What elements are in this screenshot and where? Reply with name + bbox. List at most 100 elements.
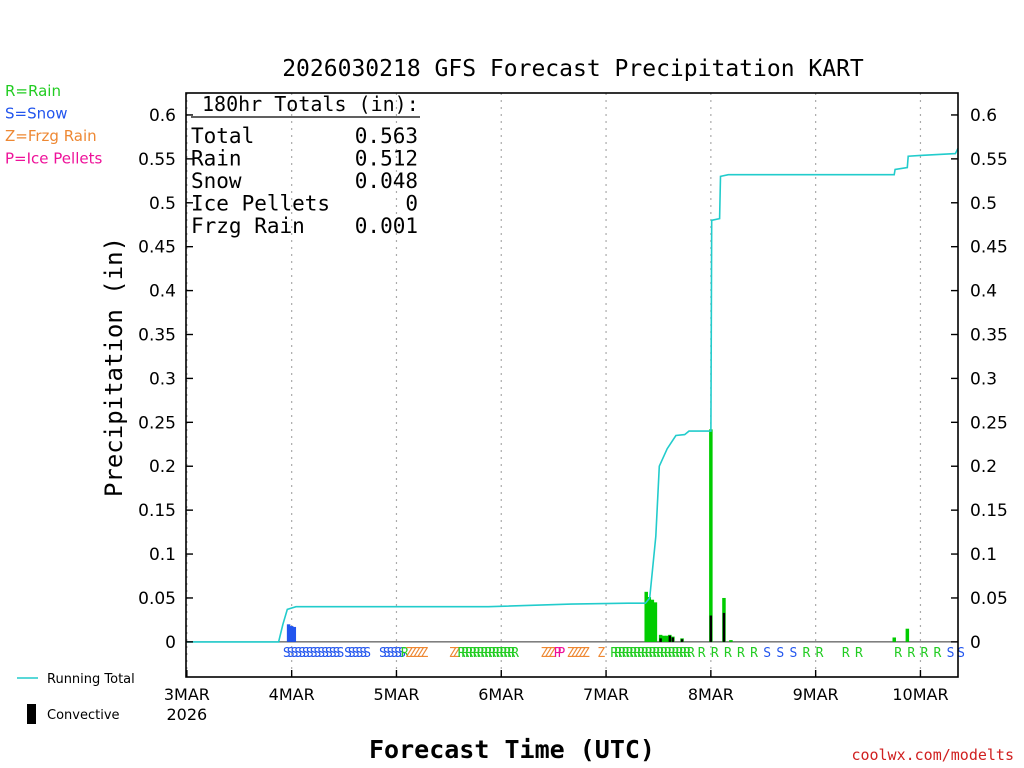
legend-bar-swatch [27, 704, 36, 724]
y-tick-label-right: 0.45 [970, 238, 1008, 258]
x-tick-year-label: 2026 [167, 705, 208, 724]
y-tick-label-left: 0.4 [149, 282, 176, 302]
precip-type-marker: ZZZZZ [567, 646, 590, 661]
running-total-series [186, 147, 959, 643]
y-tick-label-left: 0.35 [138, 326, 176, 346]
convective-bar [722, 612, 726, 642]
precip-type-marker: ZZZZZ [405, 646, 428, 661]
y-tick-label-left: 0.45 [138, 238, 176, 258]
y-tick-label-right: 0.6 [970, 106, 997, 126]
precip-type-marker: R [920, 646, 928, 661]
y-axis-label: Precipitation (in) [100, 237, 128, 497]
y-tick-label-right: 0.05 [970, 589, 1008, 609]
series-legend: Running Total Convective [17, 672, 135, 724]
precip-type-legend: R=Rain S=Snow Z=Frzg Rain P=Ice Pellets [5, 82, 102, 168]
x-tick-label: 10MAR [892, 685, 948, 704]
precip-bar [653, 602, 658, 642]
precip-bar [289, 626, 294, 642]
running-total-line [186, 147, 959, 643]
y-tick-label-left: 0.25 [138, 413, 176, 433]
y-tick-label-right: 0.15 [970, 501, 1008, 521]
convective-bar [709, 615, 713, 642]
y-tick-label-left: 0.6 [149, 106, 176, 126]
precip-bar [647, 597, 652, 642]
precip-bars [286, 429, 910, 642]
precip-type-marker: SSSSSSSSSSSSSSS [283, 646, 344, 661]
totals-row-label: Rain [191, 147, 242, 171]
x-axis-label: Forecast Time (UTC) [369, 735, 655, 764]
convective-bar [680, 639, 684, 642]
precip-type-legend-entry: Z=Frzg Rain [5, 127, 97, 145]
x-tick-label: 8MAR [688, 685, 734, 704]
precip-type-marker: R [907, 646, 915, 661]
x-tick-label: 6MAR [478, 685, 524, 704]
y-tick-label-right: 0.55 [970, 150, 1008, 170]
precip-type-marker: RRRRRRRRRRRRRRR [458, 646, 520, 661]
precip-type-marker: R [724, 646, 732, 661]
precip-type-marker: R [698, 646, 706, 661]
precip-type-legend-entry: P=Ice Pellets [5, 150, 102, 168]
x-tick-label: 9MAR [793, 685, 839, 704]
precip-type-legend-entry: S=Snow [5, 105, 68, 123]
y-tick-label-left: 0 [165, 633, 176, 653]
totals-row-value: 0 [405, 192, 418, 216]
precip-bar [665, 635, 669, 642]
precip-type-marker: R [842, 646, 850, 661]
axes: 0 0 0.05 0.05 0.1 0.1 0.15 0.15 0.2 0.2 0.25 0.25 0.… [138, 106, 1008, 724]
totals-box: 180hr Totals (in): Total 0.563 Rain 0.512 Sno… [191, 92, 420, 238]
precip-bar [709, 429, 713, 642]
totals-row-label: Snow [191, 169, 242, 193]
y-tick-label-right: 0.1 [970, 545, 997, 565]
precip-type-marker: R [737, 646, 745, 661]
convective-bar [668, 635, 672, 642]
x-tick-label: 4MAR [269, 685, 315, 704]
precip-type-marker: SSSSSS [344, 646, 370, 661]
totals-row-value: 0.563 [355, 124, 418, 148]
x-tick-label: 3MAR [164, 685, 210, 704]
precip-type-marker: R [816, 646, 824, 661]
y-tick-label-right: 0.35 [970, 326, 1008, 346]
y-tick-label-left: 0.55 [138, 150, 176, 170]
precip-bar [292, 626, 297, 642]
precip-type-legend-entry: R=Rain [5, 82, 61, 100]
precip-type-marker: S [947, 646, 954, 661]
precip-type-marker: S [789, 646, 796, 661]
precip-bar [905, 628, 910, 642]
totals-row-value: 0.048 [355, 169, 418, 193]
series-legend-label: Running Total [47, 672, 135, 687]
y-tick-label-right: 0 [970, 633, 981, 653]
totals-row-value: 0.001 [355, 214, 418, 238]
precip-type-marker: R [934, 646, 942, 661]
precip-bar [286, 624, 291, 642]
precip-type-marker: R [711, 646, 719, 661]
x-tick-label: 5MAR [373, 685, 419, 704]
convective-bar [659, 638, 662, 642]
precip-type-marker: R [750, 646, 758, 661]
precip-type-marker: Z [597, 646, 605, 661]
chart-title: 2026030218 GFS Forecast Precipitation KA… [282, 56, 864, 82]
precip-bar [729, 640, 733, 642]
y-tick-label-left: 0.05 [138, 589, 176, 609]
plot-frame [185, 92, 959, 678]
y-tick-label-left: 0.15 [138, 501, 176, 521]
totals-row-label: Total [191, 124, 254, 148]
y-tick-label-left: 0.3 [149, 369, 176, 389]
precip-type-marker: RRRRRRRRRRRRRRRRRRRRR [610, 646, 695, 661]
series-legend-label: Convective [47, 708, 120, 723]
precip-type-marker: R [894, 646, 902, 661]
precip-type-marker: SSSSSS [379, 646, 405, 661]
y-tick-label-left: 0.1 [149, 545, 176, 565]
y-tick-label-right: 0.5 [970, 194, 997, 214]
precip-bar [661, 635, 666, 642]
precip-type-marker: R [855, 646, 863, 661]
y-tick-label-left: 0.5 [149, 194, 176, 214]
y-tick-label-left: 0.2 [149, 457, 176, 477]
grid-lines [186, 93, 958, 677]
precip-type-marker: PP [554, 646, 566, 661]
totals-row-label: Ice Pellets [191, 192, 330, 216]
site-credit: coolwx.com/modelts [851, 746, 1014, 764]
totals-header: 180hr Totals (in): [202, 92, 419, 116]
totals-row-label: Frzg Rain [191, 214, 305, 238]
